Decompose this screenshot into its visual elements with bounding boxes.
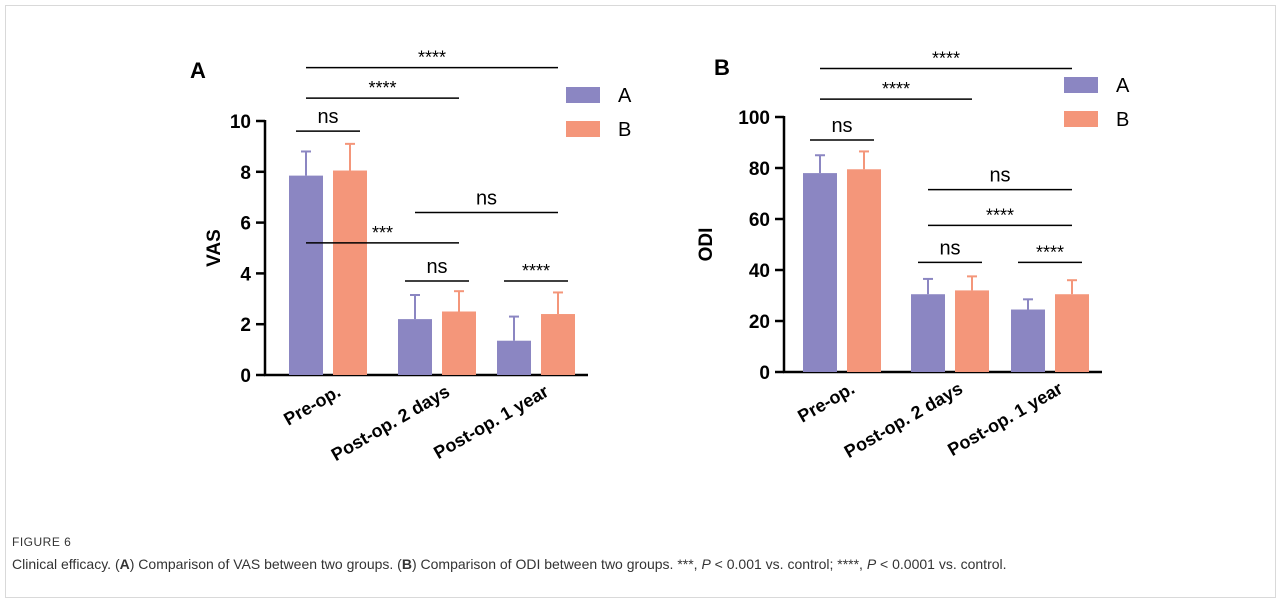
panel-b-sig-label: ns [831,115,852,137]
panel-b-sig-label: ns [939,237,960,259]
panel-b-legend-swatch-a [1064,77,1098,93]
panel-a-bar-a-1 [398,319,432,375]
panel-a-bar-b-2 [541,314,575,375]
figure-caption: Clinical efficacy. (A) Comparison of VAS… [12,556,1007,572]
panel-a-bar-a-2 [497,340,531,375]
panel-a-y-tick-label: 10 [230,112,251,133]
panel-a-sig-label: **** [418,48,446,68]
panel-a-y-axis-label: VAS [204,229,225,267]
panel-b-label: B [714,55,730,80]
panel-a-bar-b-0 [333,170,367,375]
panel-b-bar-b-1 [955,290,989,372]
panel-b-bar-b-0 [847,169,881,372]
panel-a-y-tick-label: 8 [240,163,251,184]
panel-b-bar-a-2 [1011,309,1045,372]
panel-b-y-tick-label: 100 [738,108,770,129]
panel-a-label: A [190,58,206,83]
panel-a-sig-label: **** [368,78,396,98]
panel-b-bar-a-0 [803,173,837,372]
panel-b-y-tick-label: 20 [749,312,770,333]
panel-a-y-tick-label: 4 [240,264,251,285]
panel-b-bar-a-1 [911,294,945,372]
panel-a-bar-b-1 [442,311,476,375]
panel-b-x-tick-label: Pre-op. [794,378,858,426]
panel-b-legend-label-a: A [1116,75,1130,97]
panel-b-y-tick-label: 60 [749,210,770,231]
panel-a-legend-swatch-a [566,87,600,103]
panel-b-y-tick-label: 0 [759,363,770,384]
panel-a-legend-label-a: A [618,85,632,107]
panel-b-sig-label: ns [989,165,1010,187]
panel-b-y-tick-label: 40 [749,261,770,282]
figure-label: FIGURE 6 [12,535,72,549]
panel-a-sig-label: ns [426,256,447,278]
panel-a-sig-label: **** [522,261,550,281]
panel-a-y-tick-label: 2 [240,315,251,336]
panel-a-legend-swatch-b [566,121,600,137]
panel-a-sig-label: ns [317,106,338,128]
panel-a-sig-label: *** [372,223,393,243]
panel-b-legend-label-b: B [1116,109,1129,131]
panel-b-sig-label: **** [882,79,910,99]
panel-a-sig-label: ns [476,187,497,209]
panel-b-sig-label: **** [1036,242,1064,262]
panel-a-bar-a-0 [289,175,323,375]
panel-a-legend-label-b: B [618,119,631,141]
panel-a-y-tick-label: 0 [240,366,251,387]
panel-a-y-tick-label: 6 [240,214,251,235]
panel-b-y-axis-label: ODI [696,228,717,262]
panel-b-legend-swatch-b [1064,111,1098,127]
panel-b-y-tick-label: 80 [749,159,770,180]
panel-b-sig-label: **** [932,49,960,69]
panel-b-bar-b-2 [1055,294,1089,372]
panel-a-x-tick-label: Pre-op. [280,381,344,429]
panel-b-sig-label: **** [986,205,1014,225]
